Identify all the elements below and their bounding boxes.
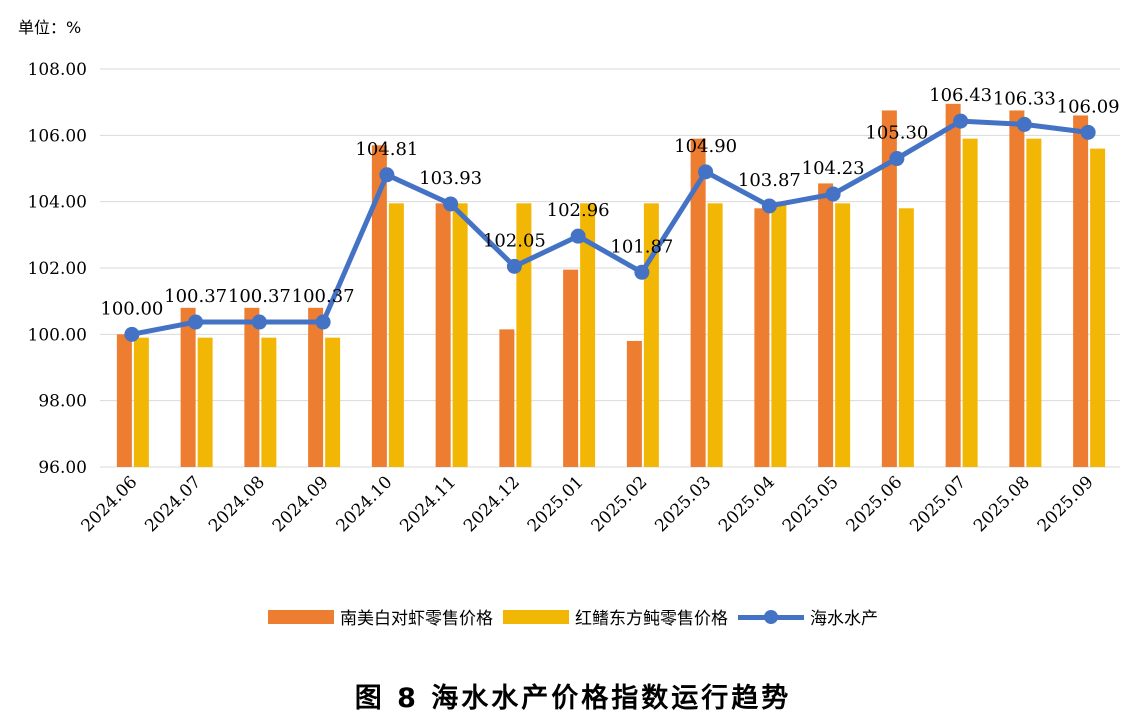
legend-label-puffer: 红鳍东方鲀零售价格 xyxy=(575,609,728,629)
bar-puffer xyxy=(1026,138,1042,467)
bar-puffer xyxy=(962,138,978,467)
legend: 南美白对虾零售价格 红鳍东方鲀零售价格 海水水产 xyxy=(0,604,1146,629)
line-point xyxy=(379,167,395,183)
legend-swatch-puffer xyxy=(503,609,569,624)
bar-puffer xyxy=(771,203,787,467)
bar-shrimp xyxy=(435,203,451,467)
y-tick-label: 108.00 xyxy=(28,60,87,80)
data-label: 102.05 xyxy=(483,230,546,251)
line-point xyxy=(251,314,267,330)
bar-puffer xyxy=(452,203,468,467)
bar-shrimp xyxy=(1073,115,1089,467)
legend-item-seawater: 海水水产 xyxy=(738,604,878,629)
data-label: 106.09 xyxy=(1057,96,1120,117)
legend-item-shrimp: 南美白对虾零售价格 xyxy=(268,604,493,629)
line-point xyxy=(315,314,331,330)
data-label: 104.90 xyxy=(674,136,737,157)
x-tick-label: 2024.06 xyxy=(78,472,142,536)
data-label: 100.37 xyxy=(228,286,291,307)
bar-shrimp xyxy=(180,307,196,467)
bar-shrimp xyxy=(818,183,834,468)
bar-shrimp xyxy=(945,103,961,467)
line-point xyxy=(506,258,522,274)
bar-puffer xyxy=(580,203,596,467)
y-tick-label: 96.00 xyxy=(38,458,87,478)
data-label: 104.81 xyxy=(355,139,418,160)
x-tick-label: 2024.07 xyxy=(141,472,205,536)
bar-puffer xyxy=(835,203,851,467)
line-point xyxy=(188,314,204,330)
data-label: 103.93 xyxy=(419,168,482,189)
x-tick-label: 2025.03 xyxy=(651,472,715,536)
x-tick-label: 2024.10 xyxy=(333,472,397,536)
x-tick-label: 2025.04 xyxy=(715,472,779,536)
bar-puffer xyxy=(325,337,341,467)
line-point xyxy=(443,196,459,212)
bar-shrimp xyxy=(244,307,260,467)
data-label: 106.43 xyxy=(929,85,992,106)
bar-puffer xyxy=(707,203,723,467)
bar-puffer xyxy=(261,337,277,467)
data-label: 102.96 xyxy=(547,200,610,221)
bar-puffer xyxy=(197,337,213,467)
bar-puffer xyxy=(388,203,404,467)
bar-shrimp xyxy=(754,208,770,468)
bar-shrimp xyxy=(690,138,706,467)
x-tick-label: 2024.08 xyxy=(205,472,269,536)
x-tick-label: 2025.02 xyxy=(588,472,652,536)
bar-shrimp xyxy=(116,334,132,467)
bar-puffer xyxy=(898,208,914,468)
bar-shrimp xyxy=(1009,110,1025,467)
bar-shrimp xyxy=(499,329,515,467)
data-label: 106.33 xyxy=(993,88,1056,109)
line-point xyxy=(825,186,841,202)
bar-shrimp xyxy=(881,110,897,467)
bar-puffer xyxy=(133,337,149,467)
x-tick-label: 2025.08 xyxy=(970,472,1034,536)
x-tick-label: 2024.09 xyxy=(269,472,333,536)
line-point xyxy=(889,151,905,167)
legend-item-puffer: 红鳍东方鲀零售价格 xyxy=(503,604,728,629)
line-point xyxy=(1080,124,1096,140)
data-label: 103.87 xyxy=(738,170,801,191)
x-tick-label: 2025.09 xyxy=(1034,472,1098,536)
unit-label: 单位：% xyxy=(18,18,82,37)
line-point xyxy=(1016,116,1032,132)
x-tick-label: 2025.05 xyxy=(779,472,843,536)
bar-puffer xyxy=(1090,148,1106,467)
x-tick-label: 2024.11 xyxy=(396,472,460,536)
bar-shrimp xyxy=(563,269,579,467)
data-label: 100.37 xyxy=(292,286,355,307)
line-seawater xyxy=(129,118,1091,337)
bar-shrimp xyxy=(371,145,387,468)
line-point xyxy=(761,198,777,214)
x-tick-label: 2025.01 xyxy=(524,472,588,536)
x-tick-label: 2025.06 xyxy=(843,472,907,536)
data-label: 100.37 xyxy=(164,286,227,307)
x-tick-label: 2025.07 xyxy=(906,472,970,536)
data-label: 101.87 xyxy=(610,236,673,257)
legend-swatch-seawater xyxy=(738,609,804,624)
line-point xyxy=(124,326,140,342)
line-point xyxy=(698,164,714,180)
line-point xyxy=(953,113,969,129)
bar-shrimp xyxy=(308,307,324,467)
line-point xyxy=(634,264,650,280)
bar-shrimp xyxy=(626,340,642,467)
figure-caption: 图 8 海水水产价格指数运行趋势 xyxy=(354,683,792,714)
y-tick-label: 104.00 xyxy=(28,193,87,213)
y-tick-label: 100.00 xyxy=(28,325,87,345)
data-label: 105.30 xyxy=(865,123,928,144)
chart-area: 96.00 98.00 100.00 102.00 104.00 106.00 108.00… xyxy=(28,60,1120,536)
x-tick-label: 2024.12 xyxy=(460,472,524,536)
line-point xyxy=(570,228,586,244)
data-label: 100.00 xyxy=(100,298,163,319)
y-tick-label: 102.00 xyxy=(28,259,87,279)
y-tick-label: 98.00 xyxy=(38,392,87,412)
legend-label-seawater: 海水水产 xyxy=(810,609,878,629)
y-tick-label: 106.00 xyxy=(28,126,87,146)
legend-label-shrimp: 南美白对虾零售价格 xyxy=(340,609,493,629)
data-label: 104.23 xyxy=(802,158,865,179)
legend-swatch-shrimp xyxy=(268,609,334,624)
